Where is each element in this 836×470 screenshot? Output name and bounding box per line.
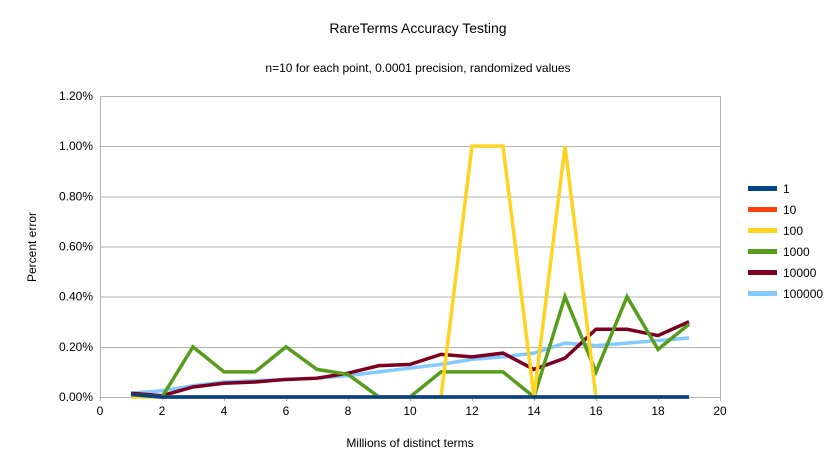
legend-item-100: 100: [748, 220, 823, 241]
x-tick-label: 4: [221, 404, 228, 418]
legend-item-1: 1: [748, 178, 823, 199]
x-tick-label: 14: [527, 404, 541, 418]
legend-swatch-1: [748, 186, 777, 191]
y-tick-label: 0.80%: [59, 189, 93, 203]
x-tick-label: 6: [283, 404, 290, 418]
legend: 1 10 100 1000 10000 100000: [748, 178, 823, 304]
x-tick-label: 10: [403, 404, 417, 418]
legend-label: 100000: [783, 286, 824, 301]
series-line-1: [130, 392, 689, 399]
chart-title: RareTerms Accuracy Testing: [329, 20, 507, 36]
y-tick-label: 1.00%: [59, 139, 93, 153]
x-tick-label: 20: [713, 404, 727, 418]
y-axis-title-text: Percent error: [25, 211, 39, 283]
legend-swatch-10000: [748, 270, 777, 275]
y-tick-label: 0.00%: [59, 390, 93, 404]
series-line-10000: [130, 320, 690, 398]
y-tick-label: 0.20%: [59, 340, 93, 354]
legend-swatch-100000: [748, 291, 777, 296]
series-line-100: [131, 144, 689, 399]
x-tick-label: 16: [589, 404, 603, 418]
legend-label: 10000: [783, 265, 817, 280]
legend-item-100000: 100000: [748, 283, 823, 304]
chart-subtitle: n=10 for each point, 0.0001 precision, r…: [265, 61, 571, 75]
y-tick-label: 1.20%: [59, 89, 93, 103]
x-axis-title: Millions of distinct terms: [346, 436, 474, 450]
legend-item-10000: 10000: [748, 262, 823, 283]
y-tick-label: 0.40%: [59, 290, 93, 304]
legend-item-1000: 1000: [748, 241, 823, 262]
x-tick-label: 0: [97, 404, 104, 418]
legend-label: 1000: [783, 244, 810, 259]
legend-item-10: 10: [748, 199, 823, 220]
legend-swatch-100: [748, 228, 777, 233]
x-tick-label: 18: [651, 404, 665, 418]
legend-label: 100: [783, 223, 804, 238]
legend-label: 10: [783, 202, 797, 217]
x-tick-label: 12: [465, 404, 479, 418]
x-tick-label: 2: [159, 404, 166, 418]
legend-swatch-10: [748, 207, 777, 212]
legend-swatch-1000: [748, 249, 777, 254]
x-tick-label: 8: [345, 404, 352, 418]
y-tick-label: 0.60%: [59, 240, 93, 254]
legend-label: 1: [783, 181, 790, 196]
